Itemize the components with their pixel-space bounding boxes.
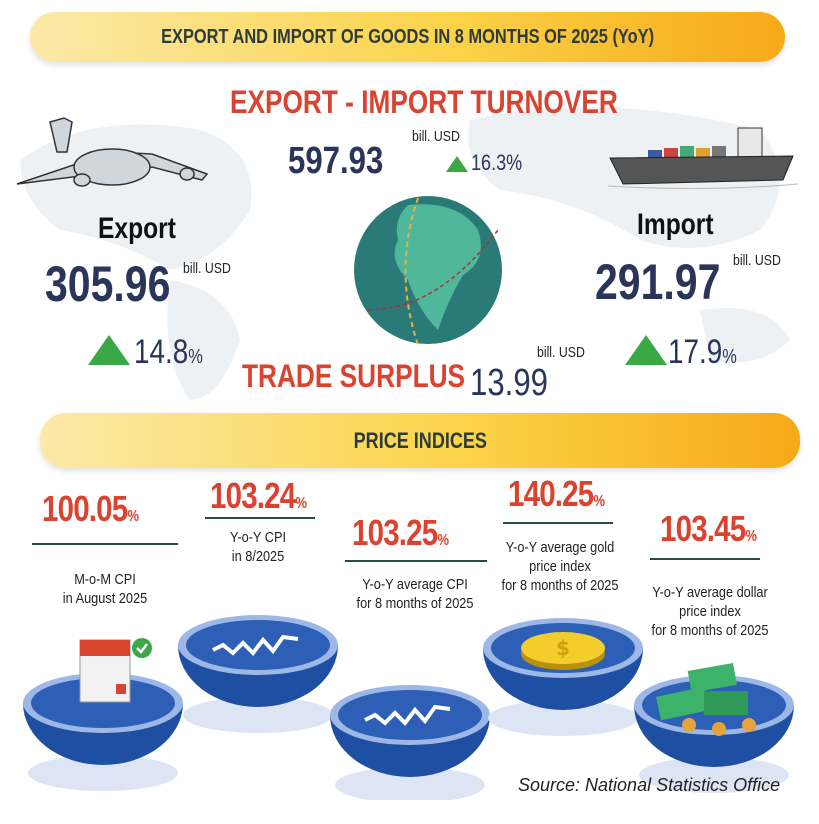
cargo-plane-icon xyxy=(16,117,209,187)
divider xyxy=(503,522,613,524)
bowls-illustration: $ xyxy=(23,615,794,800)
price-indices-banner: PRICE INDICES xyxy=(40,413,800,468)
price-desc-2: Y-o-Y CPI in 8/2025 xyxy=(230,529,286,565)
bowl-4: $ xyxy=(483,618,643,736)
turnover-change: 16.3% xyxy=(471,150,523,175)
trade-surplus-unit: bill. USD xyxy=(537,344,585,361)
import-up-arrow-icon xyxy=(625,335,667,365)
export-change: 14.8% xyxy=(134,333,203,371)
price-desc-3: Y-o-Y average CPI for 8 months of 2025 xyxy=(356,576,474,612)
divider xyxy=(205,517,315,519)
globe-icon xyxy=(354,196,502,346)
cargo-ship-icon xyxy=(608,127,799,190)
export-up-arrow-icon xyxy=(88,335,130,365)
import-unit: bill. USD xyxy=(733,252,781,269)
turnover-unit: bill. USD xyxy=(412,128,460,145)
svg-text:$: $ xyxy=(556,636,570,660)
bowl-3 xyxy=(330,685,490,800)
price-value-1: 100.05% xyxy=(42,488,139,529)
turnover-up-arrow-icon xyxy=(446,156,468,172)
export-unit: bill. USD xyxy=(183,260,231,277)
header-banner: EXPORT AND IMPORT OF GOODS IN 8 MONTHS O… xyxy=(30,12,785,62)
divider xyxy=(650,558,760,560)
trade-surplus-label: TRADE SURPLUS xyxy=(242,358,466,394)
price-desc-5: Y-o-Y average dollar price index for 8 mon… xyxy=(651,584,769,639)
price-value-5: 103.45% xyxy=(660,508,757,549)
bowl-5 xyxy=(634,663,794,793)
gold-coin-icon: $ xyxy=(521,632,605,670)
turnover-title: EXPORT - IMPORT TURNOVER xyxy=(230,84,618,120)
price-value-4: 140.25% xyxy=(508,473,605,514)
divider xyxy=(32,543,178,545)
export-label: Export xyxy=(98,212,176,245)
source-note: Source: National Statistics Office xyxy=(518,775,781,795)
trade-surplus-value: 13.99 xyxy=(470,362,548,404)
header-title: EXPORT AND IMPORT OF GOODS IN 8 MONTHS O… xyxy=(161,25,654,48)
calendar-icon xyxy=(79,638,152,703)
bowl-2 xyxy=(178,615,338,733)
price-desc-1: M-o-M CPI in August 2025 xyxy=(62,571,148,607)
divider xyxy=(345,560,487,562)
export-value: 305.96 xyxy=(45,256,171,312)
turnover-value: 597.93 xyxy=(288,140,384,182)
price-value-2: 103.24% xyxy=(210,475,307,516)
money-icon xyxy=(656,663,756,736)
import-value: 291.97 xyxy=(595,254,721,310)
import-label: Import xyxy=(637,208,714,241)
import-change: 17.9% xyxy=(668,333,737,371)
price-value-3: 103.25% xyxy=(352,512,449,553)
price-desc-4: Y-o-Y average gold price index for 8 month… xyxy=(501,539,619,594)
